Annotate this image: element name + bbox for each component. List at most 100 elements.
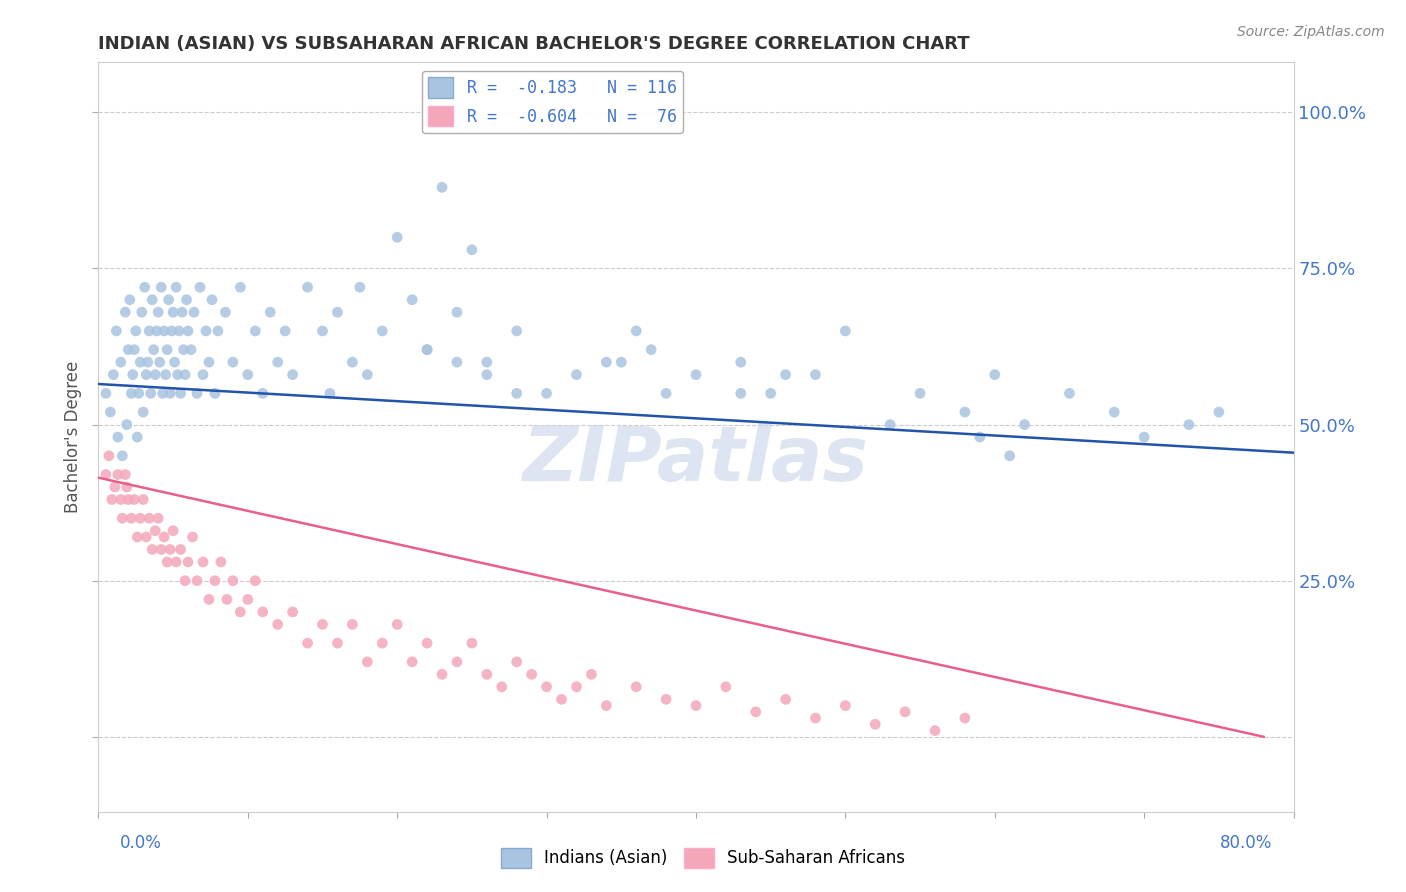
Point [204,386,226,401]
Point [159,386,181,401]
Point [222,574,245,588]
Point [139,386,162,401]
Point [172,305,194,319]
Point [446,355,468,369]
Point [104,480,127,494]
Point [160,324,183,338]
Point [138,511,160,525]
Point [98,405,122,419]
Point [124,492,146,507]
Point [215,592,238,607]
Point [879,417,901,432]
Point [176,293,198,307]
Point [120,511,142,525]
Point [446,655,468,669]
Point [252,605,274,619]
Point [153,530,176,544]
Point [198,592,221,607]
Point [1059,386,1081,401]
Point [834,698,856,713]
Point [581,667,603,681]
Point [908,386,931,401]
Point [115,417,138,432]
Point [141,293,163,307]
Point [1178,417,1201,432]
Text: ZIPatlas: ZIPatlas [523,423,869,497]
Point [103,368,125,382]
Point [267,355,290,369]
Point [121,368,143,382]
Point [610,355,633,369]
Point [127,530,149,544]
Point [162,305,184,319]
Point [342,355,364,369]
Point [775,368,797,382]
Point [209,555,232,569]
Point [385,230,409,244]
Point [117,343,139,357]
Point [135,530,157,544]
Point [475,667,498,681]
Point [128,386,150,401]
Point [430,667,453,681]
Point [120,386,142,401]
Point [245,324,267,338]
Point [129,511,152,525]
Point [150,542,173,557]
Point [775,692,797,706]
Point [550,692,572,706]
Point [191,368,214,382]
Point [149,355,172,369]
Legend: Indians (Asian), Sub-Saharan Africans: Indians (Asian), Sub-Saharan Africans [494,841,912,875]
Point [311,617,333,632]
Point [1133,430,1156,444]
Point [356,655,378,669]
Point [159,542,181,557]
Point [111,449,134,463]
Point [536,680,558,694]
Point [94,467,117,482]
Point [186,386,208,401]
Point [141,542,163,557]
Point [506,655,529,669]
Point [804,368,827,382]
Text: 0.0%: 0.0% [120,834,162,852]
Point [132,405,155,419]
Point [145,324,167,338]
Point [491,680,513,694]
Point [865,717,887,731]
Point [229,280,252,294]
Point [138,324,160,338]
Point [107,467,129,482]
Point [730,386,752,401]
Point [166,368,188,382]
Point [1104,405,1126,419]
Point [156,343,179,357]
Point [274,324,297,338]
Text: INDIAN (ASIAN) VS SUBSAHARAN AFRICAN BACHELOR'S DEGREE CORRELATION CHART: INDIAN (ASIAN) VS SUBSAHARAN AFRICAN BAC… [98,35,970,53]
Point [114,467,136,482]
Point [385,617,409,632]
Point [319,386,342,401]
Point [281,368,304,382]
Text: 80.0%: 80.0% [1220,834,1272,852]
Point [131,305,153,319]
Point [461,636,484,650]
Point [214,305,236,319]
Point [115,480,138,494]
Point [281,605,304,619]
Point [297,280,319,294]
Point [135,368,157,382]
Point [401,293,423,307]
Point [129,355,152,369]
Point [136,355,159,369]
Point [640,343,662,357]
Point [101,492,124,507]
Point [834,324,856,338]
Point [446,305,468,319]
Point [125,324,148,338]
Point [186,574,208,588]
Point [714,680,737,694]
Point [953,711,976,725]
Point [143,524,166,538]
